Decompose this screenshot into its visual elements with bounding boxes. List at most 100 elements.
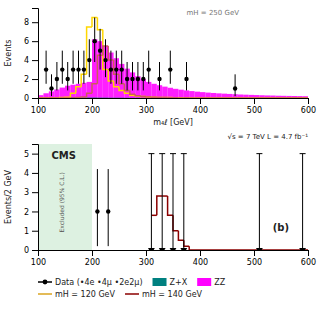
x-tick-mark	[200, 250, 201, 256]
annotation: mH = 250 GeV	[187, 9, 240, 17]
data-point	[76, 67, 80, 71]
data-point	[82, 67, 86, 71]
series-histogram	[38, 97, 195, 98]
limit-cap	[159, 153, 165, 154]
error-bar	[235, 74, 236, 96]
histogram-bin	[200, 92, 205, 98]
step-bin	[141, 95, 146, 97]
limit-marker	[148, 248, 155, 250]
y-tick-label: 2	[24, 75, 29, 84]
y-tick-mark	[32, 41, 38, 42]
data-point	[125, 77, 129, 81]
data-point	[55, 77, 59, 81]
histogram-bin	[124, 97, 129, 98]
data-point	[136, 77, 140, 81]
series-scatter	[44, 17, 237, 96]
y-tick-mark	[32, 250, 38, 251]
data-point	[87, 58, 91, 62]
step-bin	[65, 96, 70, 98]
step-bin	[189, 97, 194, 98]
limit-marker	[299, 248, 306, 250]
plot-marks	[38, 144, 308, 250]
error-bar	[148, 51, 149, 84]
error-bar	[51, 74, 52, 96]
step-bin	[70, 97, 75, 98]
data-point	[98, 48, 102, 52]
histogram-bin	[178, 90, 183, 98]
histogram-bin	[54, 89, 59, 98]
y-tick: 2	[24, 208, 38, 217]
limit-bar	[259, 154, 260, 250]
data-point	[120, 67, 124, 71]
step-bin	[49, 97, 54, 98]
legend-swatch	[153, 278, 167, 286]
y-tick-label: 4	[24, 56, 29, 65]
step-bin	[168, 97, 173, 98]
x-tick: 600	[301, 250, 316, 267]
data-point	[109, 67, 113, 71]
histogram-bin	[157, 97, 162, 98]
x-tick: 200	[85, 250, 100, 267]
step-bin	[54, 97, 59, 98]
limit-bar	[151, 154, 152, 250]
x-tick: 400	[193, 250, 208, 267]
step-bin	[157, 196, 162, 215]
step-bin	[173, 97, 178, 98]
histogram-bin	[92, 97, 97, 98]
step-bin	[146, 96, 151, 98]
histogram-bin	[168, 88, 173, 98]
error-bar	[56, 62, 57, 90]
error-bar	[137, 62, 138, 90]
histogram-bin	[184, 90, 189, 98]
x-tick: 300	[139, 250, 154, 267]
limit-marker	[180, 248, 187, 250]
step-bin	[43, 97, 48, 98]
histogram-bin	[60, 88, 65, 98]
x-tick-mark	[308, 98, 309, 104]
step-bin	[54, 97, 59, 98]
y-tick-label: 0	[24, 246, 29, 255]
step-bin	[184, 240, 189, 246]
step-bin	[178, 97, 183, 98]
y-tick: 0	[24, 246, 38, 255]
legend-label: Data (•4e •4μ •2e2μ)	[55, 278, 143, 287]
histogram-bin	[60, 97, 65, 98]
x-tick: 100	[31, 98, 46, 115]
x-tick-mark	[146, 98, 147, 104]
step-bin	[195, 97, 200, 98]
y-tick: 5	[24, 150, 38, 159]
x-tick-mark	[92, 250, 93, 256]
excluded-region	[38, 144, 92, 250]
step-bin	[157, 97, 162, 98]
x-tick-label: 200	[85, 258, 100, 267]
step-bin	[168, 196, 173, 215]
error-bar	[186, 62, 187, 90]
x-tick-mark	[308, 250, 309, 256]
plot-marks	[38, 17, 308, 98]
histogram-bin	[189, 91, 194, 98]
histogram-bin	[103, 97, 108, 98]
histogram-bin	[211, 93, 216, 98]
y-axis-title: Events	[4, 39, 13, 66]
step-bin	[87, 93, 92, 97]
limit-bar	[162, 154, 163, 250]
data-point	[141, 77, 145, 81]
step-bin	[81, 96, 86, 98]
excluded-label: Excluded (95% C.L.)	[58, 172, 65, 233]
error-bar	[121, 51, 122, 84]
step-bin	[168, 97, 173, 98]
step-bin	[60, 97, 65, 98]
x-tick-label: 500	[247, 258, 262, 267]
x-tick-label: 100	[31, 106, 46, 115]
error-bar	[73, 51, 74, 84]
histogram-bin	[76, 97, 81, 98]
histogram-bin	[146, 82, 151, 98]
x-tick-label: 100	[31, 258, 46, 267]
step-bin	[178, 231, 183, 241]
series-step	[38, 46, 308, 98]
y-tick: 6	[24, 37, 38, 46]
y-tick: 0	[24, 94, 38, 103]
histogram-bin	[43, 93, 48, 98]
legend-swatch	[197, 278, 211, 286]
histogram-bin	[76, 84, 81, 98]
